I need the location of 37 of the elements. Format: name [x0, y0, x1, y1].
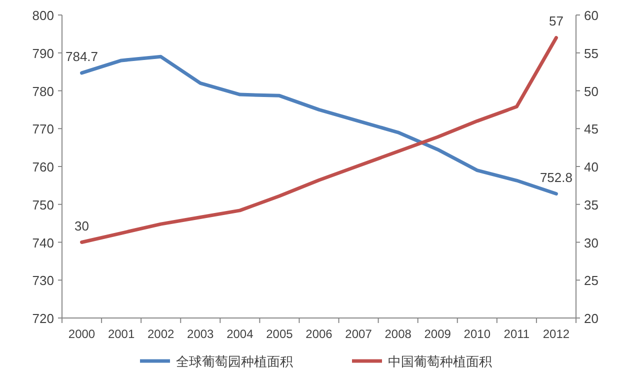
data-label: 752.8	[540, 170, 573, 185]
y-tick-label: 780	[32, 84, 54, 99]
x-tick-label: 2007	[345, 327, 372, 341]
x-tick-label: 2000	[68, 327, 96, 341]
y2-tick-label: 35	[584, 197, 598, 212]
y-tick-label: 770	[32, 122, 54, 137]
x-tick-label: 2006	[306, 327, 333, 341]
y-tick-label: 750	[32, 197, 54, 212]
x-tick-label: 2009	[424, 327, 452, 341]
x-tick-label: 2012	[542, 327, 570, 341]
x-tick-label: 2003	[187, 327, 214, 341]
x-tick-label: 2005	[266, 327, 294, 341]
y2-tick-label: 30	[584, 235, 598, 250]
y-tick-label: 800	[32, 8, 54, 23]
y2-tick-label: 55	[584, 46, 598, 61]
x-tick-label: 2010	[464, 327, 491, 341]
data-label: 57	[548, 14, 564, 29]
legend-label: 全球葡萄园种植面积	[176, 354, 293, 369]
y2-tick-label: 40	[584, 160, 598, 174]
y-tick-label: 760	[32, 160, 54, 174]
x-tick-label: 2004	[226, 327, 254, 341]
y2-tick-label: 50	[584, 84, 598, 99]
legend-label: 中国葡萄种植面积	[388, 354, 492, 369]
y-tick-label: 740	[32, 235, 54, 250]
data-label: 30	[74, 218, 90, 234]
y-tick-label: 730	[32, 273, 54, 288]
y2-tick-label: 45	[584, 122, 598, 137]
y2-tick-label: 60	[584, 8, 598, 23]
data-label: 784.7	[65, 48, 98, 64]
y2-tick-label: 25	[584, 273, 598, 288]
x-tick-label: 2011	[504, 327, 530, 341]
x-tick-label: 2001	[108, 327, 135, 341]
x-tick-label: 2002	[147, 327, 175, 341]
y-tick-label: 790	[32, 46, 54, 61]
y-tick-label: 720	[32, 311, 54, 326]
x-tick-label: 2008	[384, 327, 412, 341]
y2-tick-label: 20	[584, 311, 598, 326]
